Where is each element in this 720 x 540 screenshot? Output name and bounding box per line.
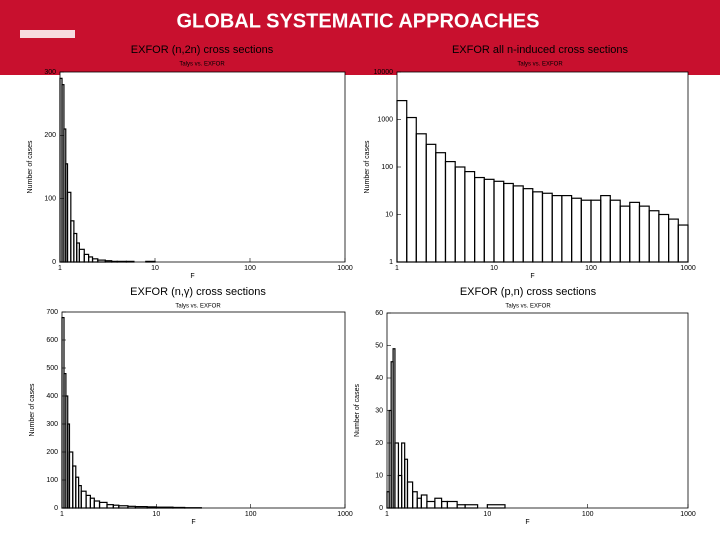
y-axis-label: Number of cases bbox=[354, 384, 361, 437]
x-tick-label: 100 bbox=[245, 511, 257, 518]
y-tick-label: 100 bbox=[381, 164, 393, 171]
x-axis-label: F bbox=[530, 273, 534, 280]
y-tick-label: 200 bbox=[44, 132, 56, 139]
histogram-bar bbox=[116, 260, 128, 263]
chart-title: EXFOR (n,2n) cross sections bbox=[131, 44, 274, 56]
histogram-bar bbox=[392, 348, 396, 509]
y-tick-label: 300 bbox=[46, 421, 58, 428]
histogram-bar bbox=[486, 504, 506, 509]
x-axis-label: F bbox=[191, 519, 195, 526]
logo bbox=[20, 30, 75, 38]
x-tick-label: 1 bbox=[60, 511, 64, 518]
y-tick-label: 500 bbox=[46, 365, 58, 372]
header-band bbox=[0, 0, 720, 75]
chart-subtitle: Talys vs. EXFOR bbox=[175, 304, 221, 310]
y-tick-label: 200 bbox=[46, 449, 58, 456]
y-tick-label: 400 bbox=[46, 393, 58, 400]
x-axis-label: F bbox=[190, 273, 194, 280]
x-tick-label: 1000 bbox=[337, 265, 353, 272]
chart-title: EXFOR (p,n) cross sections bbox=[460, 286, 597, 298]
y-tick-label: 0 bbox=[54, 505, 58, 512]
x-tick-label: 10 bbox=[490, 265, 498, 272]
y-tick-label: 10 bbox=[385, 211, 393, 218]
x-tick-label: 1000 bbox=[680, 511, 696, 518]
y-tick-label: 40 bbox=[375, 375, 383, 382]
plot-frame bbox=[59, 71, 346, 263]
histogram-bar bbox=[464, 504, 479, 509]
y-axis-label: Number of cases bbox=[27, 140, 34, 193]
x-tick-label: 1 bbox=[385, 511, 389, 518]
x-tick-label: 100 bbox=[244, 265, 256, 272]
y-tick-label: 300 bbox=[44, 69, 56, 76]
y-tick-label: 30 bbox=[375, 407, 383, 414]
y-tick-label: 700 bbox=[46, 309, 58, 316]
histogram-bar bbox=[155, 506, 174, 509]
x-tick-label: 10 bbox=[152, 511, 160, 518]
x-tick-label: 1 bbox=[58, 265, 62, 272]
y-tick-label: 100 bbox=[44, 196, 56, 203]
slide-title: GLOBAL SYSTEMATIC APPROACHES bbox=[177, 10, 540, 32]
y-tick-label: 10 bbox=[375, 472, 383, 479]
x-tick-label: 100 bbox=[585, 265, 597, 272]
chart-title: EXFOR (n,γ) cross sections bbox=[130, 286, 266, 298]
plot-frame bbox=[61, 311, 346, 509]
y-tick-label: 1 bbox=[389, 259, 393, 266]
y-tick-label: 1000 bbox=[377, 116, 393, 123]
histogram-bar bbox=[146, 506, 157, 509]
y-axis-label: Number of cases bbox=[364, 140, 371, 193]
y-tick-label: 10000 bbox=[374, 69, 394, 76]
x-tick-label: 100 bbox=[582, 511, 594, 518]
histogram-bar bbox=[111, 260, 118, 263]
y-tick-label: 600 bbox=[46, 337, 58, 344]
y-tick-label: 60 bbox=[375, 310, 383, 317]
y-tick-label: 100 bbox=[46, 477, 58, 484]
chart-subtitle: Talys vs. EXFOR bbox=[179, 62, 225, 68]
x-tick-label: 10 bbox=[151, 265, 159, 272]
x-axis-label: F bbox=[525, 519, 529, 526]
x-tick-label: 1000 bbox=[680, 265, 696, 272]
histogram-bar bbox=[677, 224, 689, 263]
y-tick-label: 0 bbox=[379, 505, 383, 512]
chart-subtitle: Talys vs. EXFOR bbox=[517, 62, 563, 68]
y-tick-label: 20 bbox=[375, 440, 383, 447]
histogram-bar bbox=[125, 260, 135, 263]
y-tick-label: 50 bbox=[375, 342, 383, 349]
x-tick-label: 1 bbox=[395, 265, 399, 272]
y-axis-label: Number of cases bbox=[29, 383, 36, 436]
y-tick-label: 0 bbox=[52, 259, 56, 266]
x-tick-label: 1000 bbox=[337, 511, 353, 518]
chart-subtitle: Talys vs. EXFOR bbox=[505, 304, 551, 310]
histogram-bar bbox=[145, 260, 156, 263]
chart-title: EXFOR all n-induced cross sections bbox=[452, 44, 629, 56]
plot-frame bbox=[386, 312, 689, 509]
histogram-bar bbox=[172, 506, 186, 509]
x-tick-label: 10 bbox=[483, 511, 491, 518]
